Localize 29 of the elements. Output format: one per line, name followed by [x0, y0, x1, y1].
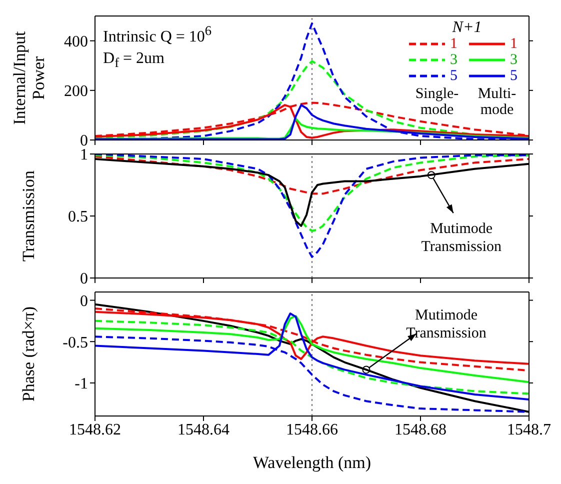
y-tick-label: 0 — [80, 270, 88, 288]
legend-label: 5 — [450, 68, 458, 84]
x-tick-label: 1548.64 — [178, 421, 230, 438]
y-tick-label: -1 — [74, 376, 88, 393]
y-tick-label: 400 — [64, 33, 88, 50]
y-tick-label: 0 — [80, 292, 88, 310]
legend-label: 1 — [450, 36, 458, 52]
x-tick-label: 1548.7 — [507, 421, 551, 438]
x-tick-label: 1548.68 — [394, 421, 446, 438]
x-tick-label: 1548.66 — [286, 421, 338, 438]
y-axis-title: Phase (rad×π) — [19, 306, 38, 402]
y-axis-title: Internal/Input Power — [10, 30, 48, 125]
legend-label: 1 — [510, 36, 518, 52]
annotation: Single-mode — [414, 86, 460, 118]
annotation: Mutimode Transmission — [421, 221, 502, 256]
legend-label: 5 — [510, 68, 518, 84]
annotation: Intrinsic Q = 10$^{6}$ — [103, 22, 212, 48]
legend-title: N+1 — [451, 19, 483, 36]
annotation: D$_{f}$ = 2um — [103, 49, 166, 73]
annotation: Mutimode Transmission — [406, 308, 487, 342]
annotation: Multi-mode — [476, 86, 518, 118]
legend-label: 3 — [450, 52, 458, 68]
y-axis-title: Transmission — [19, 170, 38, 262]
y-tick-label: 200 — [64, 83, 88, 100]
x-axis-title: Wavelength (nm) — [252, 453, 372, 472]
legend-label: 3 — [510, 52, 518, 68]
y-tick-label: 0.5 — [68, 208, 88, 226]
x-tick-label: 1548.62 — [69, 421, 121, 438]
y-tick-label: -0.5 — [62, 334, 88, 352]
